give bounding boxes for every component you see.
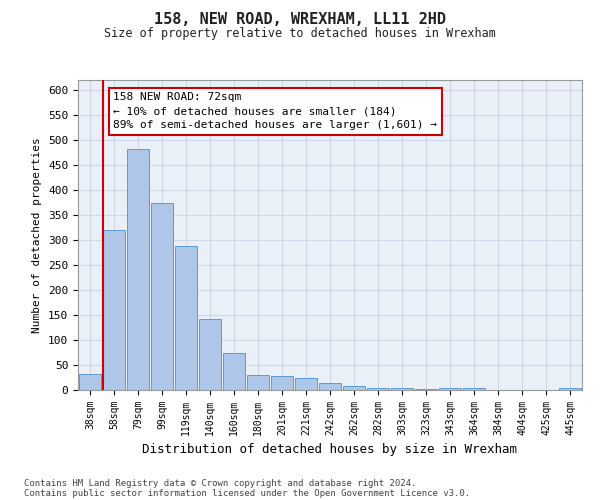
Bar xyxy=(103,230,125,390)
Bar xyxy=(391,388,413,390)
Bar xyxy=(343,386,365,390)
Bar xyxy=(127,148,149,390)
Bar xyxy=(247,375,269,390)
X-axis label: Distribution of detached houses by size in Wrexham: Distribution of detached houses by size … xyxy=(143,444,517,456)
Bar xyxy=(79,374,101,390)
Bar xyxy=(271,376,293,390)
Bar xyxy=(463,388,485,390)
Text: 158 NEW ROAD: 72sqm
← 10% of detached houses are smaller (184)
89% of semi-detac: 158 NEW ROAD: 72sqm ← 10% of detached ho… xyxy=(113,92,437,130)
Bar xyxy=(367,388,389,390)
Text: Contains public sector information licensed under the Open Government Licence v3: Contains public sector information licen… xyxy=(24,488,470,498)
Text: Contains HM Land Registry data © Crown copyright and database right 2024.: Contains HM Land Registry data © Crown c… xyxy=(24,478,416,488)
Y-axis label: Number of detached properties: Number of detached properties xyxy=(32,137,43,333)
Bar xyxy=(175,246,197,390)
Text: Size of property relative to detached houses in Wrexham: Size of property relative to detached ho… xyxy=(104,28,496,40)
Bar xyxy=(559,388,581,390)
Bar xyxy=(295,378,317,390)
Bar xyxy=(151,202,173,390)
Bar xyxy=(415,388,437,390)
Text: 158, NEW ROAD, WREXHAM, LL11 2HD: 158, NEW ROAD, WREXHAM, LL11 2HD xyxy=(154,12,446,28)
Bar xyxy=(223,352,245,390)
Bar xyxy=(439,388,461,390)
Bar xyxy=(199,318,221,390)
Bar xyxy=(319,382,341,390)
